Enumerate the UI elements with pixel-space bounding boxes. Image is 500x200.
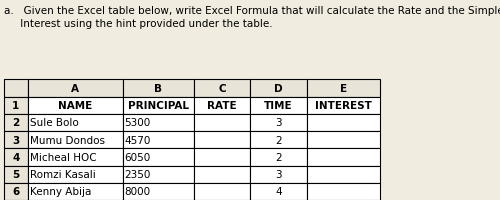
Text: NAME: NAME	[58, 101, 92, 111]
Bar	[28, 80, 123, 97]
Text: B: B	[154, 84, 162, 94]
Text: 5300: 5300	[124, 118, 151, 128]
Text: 1: 1	[12, 101, 20, 111]
Bar	[194, 114, 250, 131]
Bar	[306, 166, 380, 183]
Bar	[4, 131, 28, 149]
Text: 2: 2	[275, 152, 281, 162]
Text: 2350: 2350	[124, 169, 151, 179]
Text: a.   Given the Excel table below, write Excel Formula that will calculate the Ra: a. Given the Excel table below, write Ex…	[4, 6, 500, 29]
Bar	[194, 131, 250, 149]
Bar	[123, 131, 194, 149]
Text: A: A	[71, 84, 79, 94]
Bar	[250, 166, 306, 183]
Text: 3: 3	[275, 169, 281, 179]
Bar	[306, 131, 380, 149]
Text: 3: 3	[12, 135, 20, 145]
Bar	[306, 97, 380, 114]
Text: 8000: 8000	[124, 186, 151, 196]
Bar	[194, 183, 250, 200]
Text: Mumu Dondos: Mumu Dondos	[30, 135, 104, 145]
Text: 6: 6	[12, 186, 20, 196]
Text: Micheal HOC: Micheal HOC	[30, 152, 96, 162]
Bar	[28, 131, 123, 149]
Text: 2: 2	[275, 135, 281, 145]
Bar	[123, 149, 194, 166]
Text: Sule Bolo: Sule Bolo	[30, 118, 78, 128]
Bar	[194, 97, 250, 114]
Bar	[28, 183, 123, 200]
Bar	[28, 97, 123, 114]
Text: Romzi Kasali: Romzi Kasali	[30, 169, 96, 179]
Bar	[123, 97, 194, 114]
Bar	[4, 149, 28, 166]
Text: RATE: RATE	[208, 101, 237, 111]
Text: Kenny Abija: Kenny Abija	[30, 186, 91, 196]
Text: 3: 3	[275, 118, 281, 128]
Bar	[250, 97, 306, 114]
Text: C: C	[218, 84, 226, 94]
Bar	[4, 80, 28, 97]
Text: 4: 4	[275, 186, 281, 196]
Bar	[306, 149, 380, 166]
Bar	[4, 166, 28, 183]
Bar	[250, 80, 306, 97]
Text: 4570: 4570	[124, 135, 151, 145]
Text: INTEREST: INTEREST	[315, 101, 372, 111]
Bar	[194, 166, 250, 183]
Text: 6050: 6050	[124, 152, 151, 162]
Bar	[123, 80, 194, 97]
Text: PRINCIPAL: PRINCIPAL	[128, 101, 189, 111]
Bar	[306, 183, 380, 200]
Bar	[250, 114, 306, 131]
Text: 4: 4	[12, 152, 20, 162]
Bar	[28, 114, 123, 131]
Text: D: D	[274, 84, 282, 94]
Text: TIME: TIME	[264, 101, 292, 111]
Text: 2: 2	[12, 118, 20, 128]
Bar	[4, 183, 28, 200]
Bar	[194, 80, 250, 97]
Bar	[4, 114, 28, 131]
Text: E: E	[340, 84, 347, 94]
Bar	[194, 149, 250, 166]
Bar	[4, 97, 28, 114]
Bar	[123, 114, 194, 131]
Bar	[306, 80, 380, 97]
Bar	[123, 166, 194, 183]
Bar	[250, 183, 306, 200]
Bar	[28, 149, 123, 166]
Bar	[306, 114, 380, 131]
Bar	[28, 166, 123, 183]
Text: 5: 5	[12, 169, 20, 179]
Bar	[123, 183, 194, 200]
Bar	[250, 131, 306, 149]
Bar	[250, 149, 306, 166]
